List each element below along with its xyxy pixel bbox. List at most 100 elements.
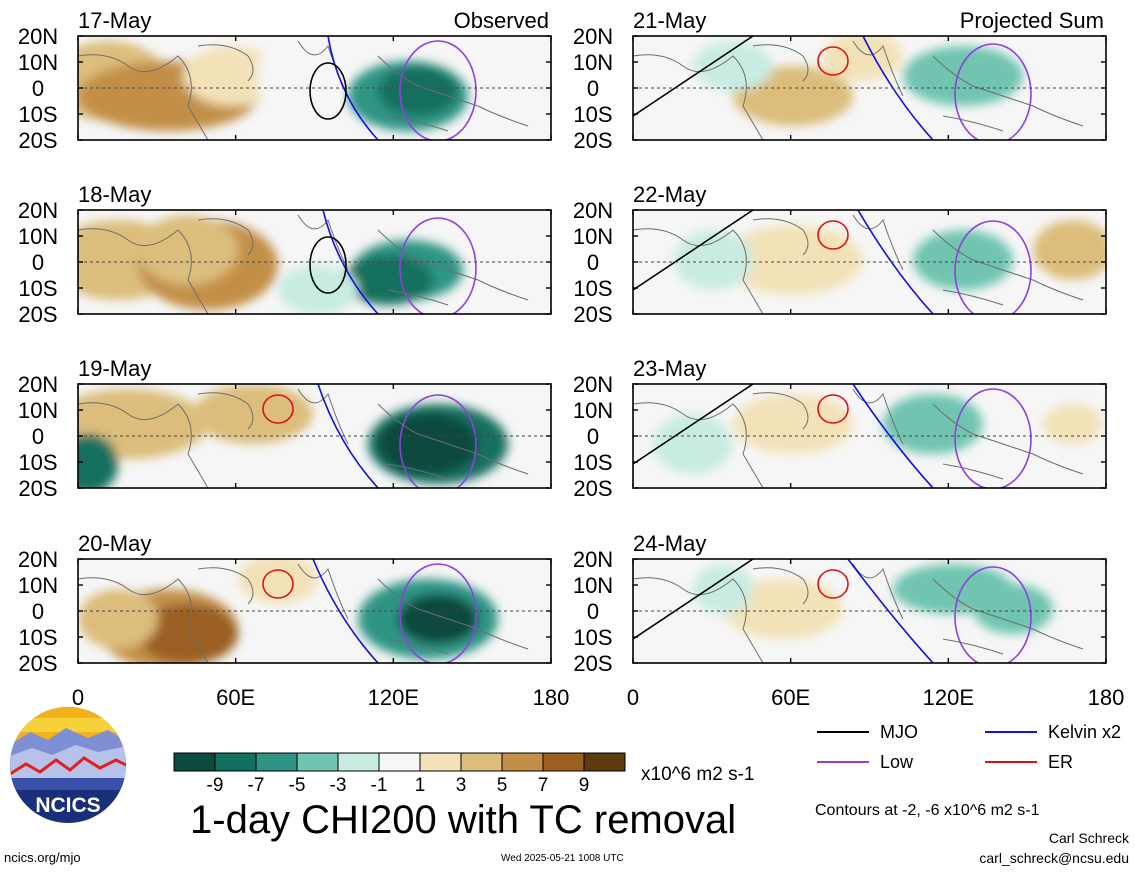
shaded-region <box>1033 220 1106 280</box>
y-tick-label: 20S <box>573 476 612 501</box>
y-tick-label: 10S <box>18 276 57 301</box>
panel-date-label: 19-May <box>78 356 151 381</box>
legend-label: MJO <box>880 722 918 742</box>
colorbar-label: 5 <box>497 775 508 796</box>
y-tick-label: 0 <box>587 250 599 275</box>
y-tick-label: 20S <box>18 651 57 676</box>
panel-date-label: 23-May <box>633 356 706 381</box>
colorbar-label: -3 <box>330 775 347 796</box>
shaded-region <box>1043 404 1103 444</box>
panel-date-label: 24-May <box>633 531 706 556</box>
y-tick-label: 20N <box>18 198 58 223</box>
y-tick-label: 10S <box>573 102 612 127</box>
shaded-region <box>398 594 478 644</box>
x-tick-label: 120E <box>923 685 974 710</box>
y-tick-label: 10N <box>573 398 613 423</box>
colorbar-label: 9 <box>579 775 590 796</box>
shaded-region <box>653 414 733 474</box>
shaded-region <box>258 36 338 121</box>
colorbar-swatch <box>542 752 585 772</box>
x-tick-label: 0 <box>627 685 639 710</box>
shaded-region <box>673 230 753 290</box>
logo-text: NCICS <box>35 794 100 817</box>
y-tick-label: 20S <box>573 302 612 327</box>
y-tick-label: 10S <box>18 450 57 475</box>
panel-date-label: 17-May <box>78 8 151 33</box>
x-tick-label: 60E <box>216 685 255 710</box>
site-link[interactable]: ncics.org/mjo <box>4 850 81 865</box>
y-tick-label: 20N <box>573 24 613 49</box>
line-legend: MJO Kelvin x2 Low ER <box>817 722 1121 772</box>
colorbar-swatch <box>378 752 421 772</box>
y-tick-label: 0 <box>587 599 599 624</box>
column-header: Projected Sum <box>960 8 1104 33</box>
shaded-region <box>343 255 433 305</box>
shaded-region <box>903 46 1023 106</box>
colorbar-label: -1 <box>371 775 388 796</box>
shaded-region <box>278 265 358 314</box>
colorbar-label: -9 <box>207 775 224 796</box>
y-tick-label: 10N <box>573 573 613 598</box>
x-tick-label: 180 <box>1088 685 1125 710</box>
y-tick-label: 10S <box>18 625 57 650</box>
y-tick-label: 10N <box>18 573 58 598</box>
shaded-region <box>183 46 283 106</box>
y-tick-label: 20N <box>18 547 58 572</box>
panel-date-label: 20-May <box>78 531 151 556</box>
credits: Carl Schreck carl_schreck@ncsu.edu <box>979 828 1129 868</box>
email-link[interactable]: carl_schreck@ncsu.edu <box>979 850 1129 866</box>
y-tick-label: 20S <box>18 128 57 153</box>
shaded-region <box>693 41 773 91</box>
y-tick-label: 20N <box>573 198 613 223</box>
panel-grid: 17-May Observed20N10N010S20S18-May20N10N0… <box>18 8 1125 710</box>
x-tick-label: 180 <box>533 685 570 710</box>
y-tick-label: 10S <box>573 625 612 650</box>
colorbar-swatch <box>255 752 298 772</box>
column-header: Observed <box>454 8 549 33</box>
shaded-region <box>823 36 903 81</box>
y-tick-label: 10S <box>573 276 612 301</box>
colorbar-label: -7 <box>248 775 265 796</box>
shaded-region <box>913 230 1013 290</box>
y-tick-label: 10N <box>18 224 58 249</box>
shaded-region <box>693 564 753 614</box>
ncics-logo: NCICS <box>10 707 126 823</box>
x-tick-label: 0 <box>72 685 84 710</box>
panel-date-label: 22-May <box>633 182 706 207</box>
y-tick-label: 0 <box>32 424 44 449</box>
legend-label: Low <box>880 752 914 772</box>
shaded-region <box>883 394 983 454</box>
y-tick-label: 10N <box>573 224 613 249</box>
colorbar-swatch <box>214 752 257 772</box>
panel-date-label: 21-May <box>633 8 706 33</box>
y-tick-label: 10S <box>573 450 612 475</box>
y-tick-label: 0 <box>587 76 599 101</box>
shaded-region <box>723 579 843 639</box>
y-tick-label: 0 <box>32 76 44 101</box>
y-tick-label: 20N <box>18 24 58 49</box>
colorbar-label: 7 <box>538 775 549 796</box>
shaded-region <box>973 584 1053 634</box>
shaded-region <box>238 559 318 604</box>
panel-date-label: 18-May <box>78 182 151 207</box>
legend-label: Kelvin x2 <box>1048 722 1121 742</box>
y-tick-label: 0 <box>32 599 44 624</box>
colorbar-label: 1 <box>415 775 426 796</box>
y-tick-label: 0 <box>587 424 599 449</box>
shaded-region <box>733 394 853 454</box>
shaded-region <box>378 66 458 116</box>
colorbar-swatch <box>173 752 216 772</box>
shaded-region <box>78 434 118 488</box>
colorbar-swatch <box>419 752 462 772</box>
colorbar-label: 3 <box>456 775 467 796</box>
y-tick-label: 10N <box>18 398 58 423</box>
